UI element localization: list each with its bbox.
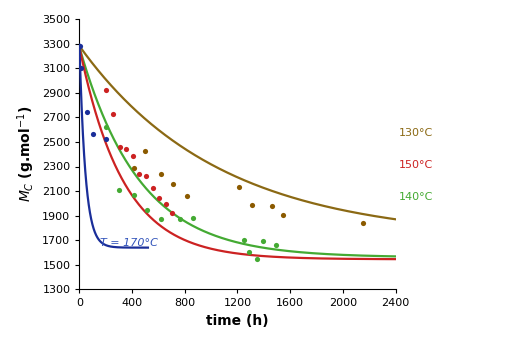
- Point: [135, 172, 144, 177]
- Point: [248, 202, 256, 208]
- Text: T = 170°C: T = 170°C: [100, 238, 157, 248]
- Point: [102, 125, 110, 130]
- Point: [162, 201, 170, 207]
- Point: [148, 185, 156, 191]
- X-axis label: time (h): time (h): [206, 314, 269, 328]
- Point: [141, 148, 149, 153]
- Point: [359, 220, 367, 226]
- Point: [109, 111, 117, 116]
- Point: [155, 195, 163, 201]
- Point: [77, 65, 85, 70]
- Point: [175, 216, 184, 222]
- Text: 140°C: 140°C: [399, 192, 433, 202]
- Y-axis label: $M_C$ (g.mol$^{-1}$): $M_C$ (g.mol$^{-1}$): [15, 106, 36, 202]
- Point: [157, 216, 165, 222]
- Point: [130, 166, 138, 171]
- Point: [189, 215, 197, 221]
- Point: [279, 212, 287, 218]
- Point: [115, 145, 124, 150]
- Point: [168, 210, 176, 215]
- Point: [122, 146, 130, 151]
- Point: [259, 239, 267, 244]
- Point: [157, 172, 165, 177]
- Point: [143, 207, 151, 212]
- Point: [83, 109, 91, 115]
- Point: [142, 173, 150, 178]
- Point: [76, 43, 84, 49]
- Point: [252, 257, 261, 262]
- Point: [169, 181, 177, 187]
- Point: [235, 185, 244, 190]
- Point: [102, 137, 110, 142]
- Point: [89, 131, 97, 137]
- Point: [271, 242, 280, 247]
- Point: [268, 204, 276, 209]
- Point: [115, 188, 123, 193]
- Point: [240, 237, 248, 243]
- Point: [129, 153, 137, 159]
- Text: 130°C: 130°C: [399, 128, 433, 138]
- Point: [102, 87, 110, 93]
- Point: [183, 193, 191, 199]
- Point: [130, 192, 138, 198]
- Text: 150°C: 150°C: [399, 160, 433, 170]
- Point: [245, 249, 253, 255]
